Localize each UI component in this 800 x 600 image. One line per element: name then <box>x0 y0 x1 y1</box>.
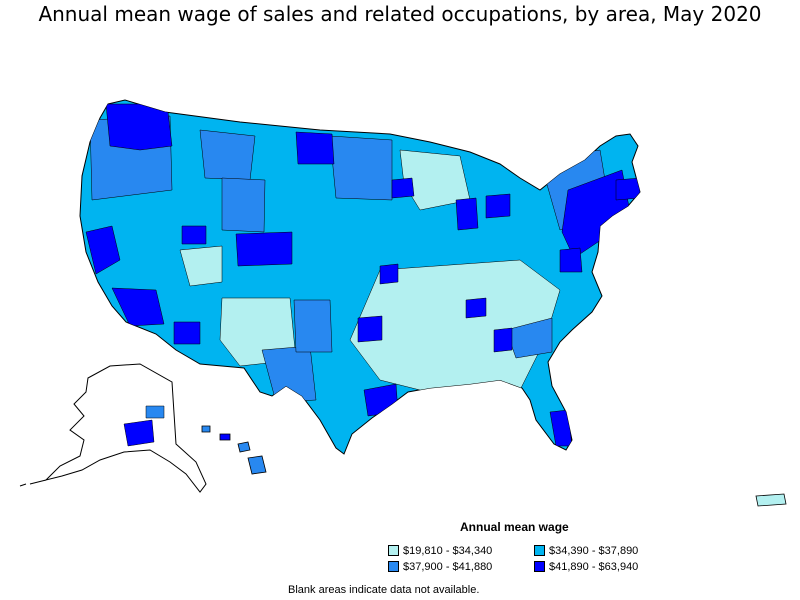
legend-swatch-tier3 <box>388 560 399 572</box>
metro-salt-lake <box>181 225 207 245</box>
legend-label-tier3: $37,900 - $41,880 <box>403 561 493 573</box>
map-legend: Annual mean wage $19,810 - $34,340 $34,3… <box>384 518 684 580</box>
map-title: Annual mean wage of sales and related oc… <box>38 2 762 26</box>
legend-swatch-tier1 <box>388 544 399 556</box>
region-texas-west <box>261 345 317 403</box>
region-montana-west <box>199 129 256 181</box>
metro-north-dakota <box>295 131 335 165</box>
hawaii-island-kauai <box>201 425 211 433</box>
puerto-rico-island <box>755 493 787 507</box>
metro-dc <box>559 247 583 273</box>
metro-detroit <box>485 193 511 219</box>
contiguous-us <box>79 99 641 455</box>
aleutian-islands <box>19 479 47 487</box>
hawaii <box>201 425 267 475</box>
metro-kansas-city <box>379 263 399 285</box>
map-footnote: Blank areas indicate data not available. <box>288 584 480 596</box>
region-greatbasin-low <box>179 245 223 287</box>
metro-denver <box>235 231 293 267</box>
metro-chicago <box>455 197 479 231</box>
legend-item-tier4: $41,890 - $63,940 <box>534 560 638 574</box>
hawaii-island-maui <box>237 441 251 453</box>
metro-dallas <box>357 315 383 343</box>
legend-label-tier1: $19,810 - $34,340 <box>403 545 493 557</box>
region-nm-east <box>293 299 333 353</box>
alaska <box>19 363 207 493</box>
metro-los-angeles <box>111 287 165 327</box>
legend-swatch-tier2 <box>534 544 545 556</box>
metro-bay-area <box>85 225 121 275</box>
legend-label-tier2: $34,390 - $37,890 <box>549 545 639 557</box>
region-upper-midwest-low <box>399 149 471 211</box>
hawaii-island-big <box>247 455 267 475</box>
metro-anchorage <box>123 419 155 447</box>
legend-label-tier4: $41,890 - $63,940 <box>549 561 639 573</box>
metro-atlanta <box>493 327 513 353</box>
metro-fairbanks <box>145 405 165 419</box>
metro-nashville <box>465 297 487 319</box>
region-dakotas-east <box>329 135 393 201</box>
region-wyoming <box>221 177 266 233</box>
legend-title: Annual mean wage <box>460 520 569 534</box>
legend-swatch-tier4 <box>534 560 545 572</box>
hawaii-island-oahu <box>219 433 231 441</box>
legend-item-tier1: $19,810 - $34,340 <box>388 544 492 558</box>
puerto-rico <box>755 493 787 507</box>
metro-northeast-corridor <box>561 169 631 259</box>
metro-phoenix <box>173 321 201 345</box>
region-nc-sc <box>505 317 553 359</box>
metro-boston <box>615 177 640 201</box>
legend-item-tier3: $37,900 - $41,880 <box>388 560 492 574</box>
metro-houston <box>363 383 399 417</box>
legend-item-tier2: $34,390 - $37,890 <box>534 544 638 558</box>
metro-minneapolis <box>391 177 415 199</box>
